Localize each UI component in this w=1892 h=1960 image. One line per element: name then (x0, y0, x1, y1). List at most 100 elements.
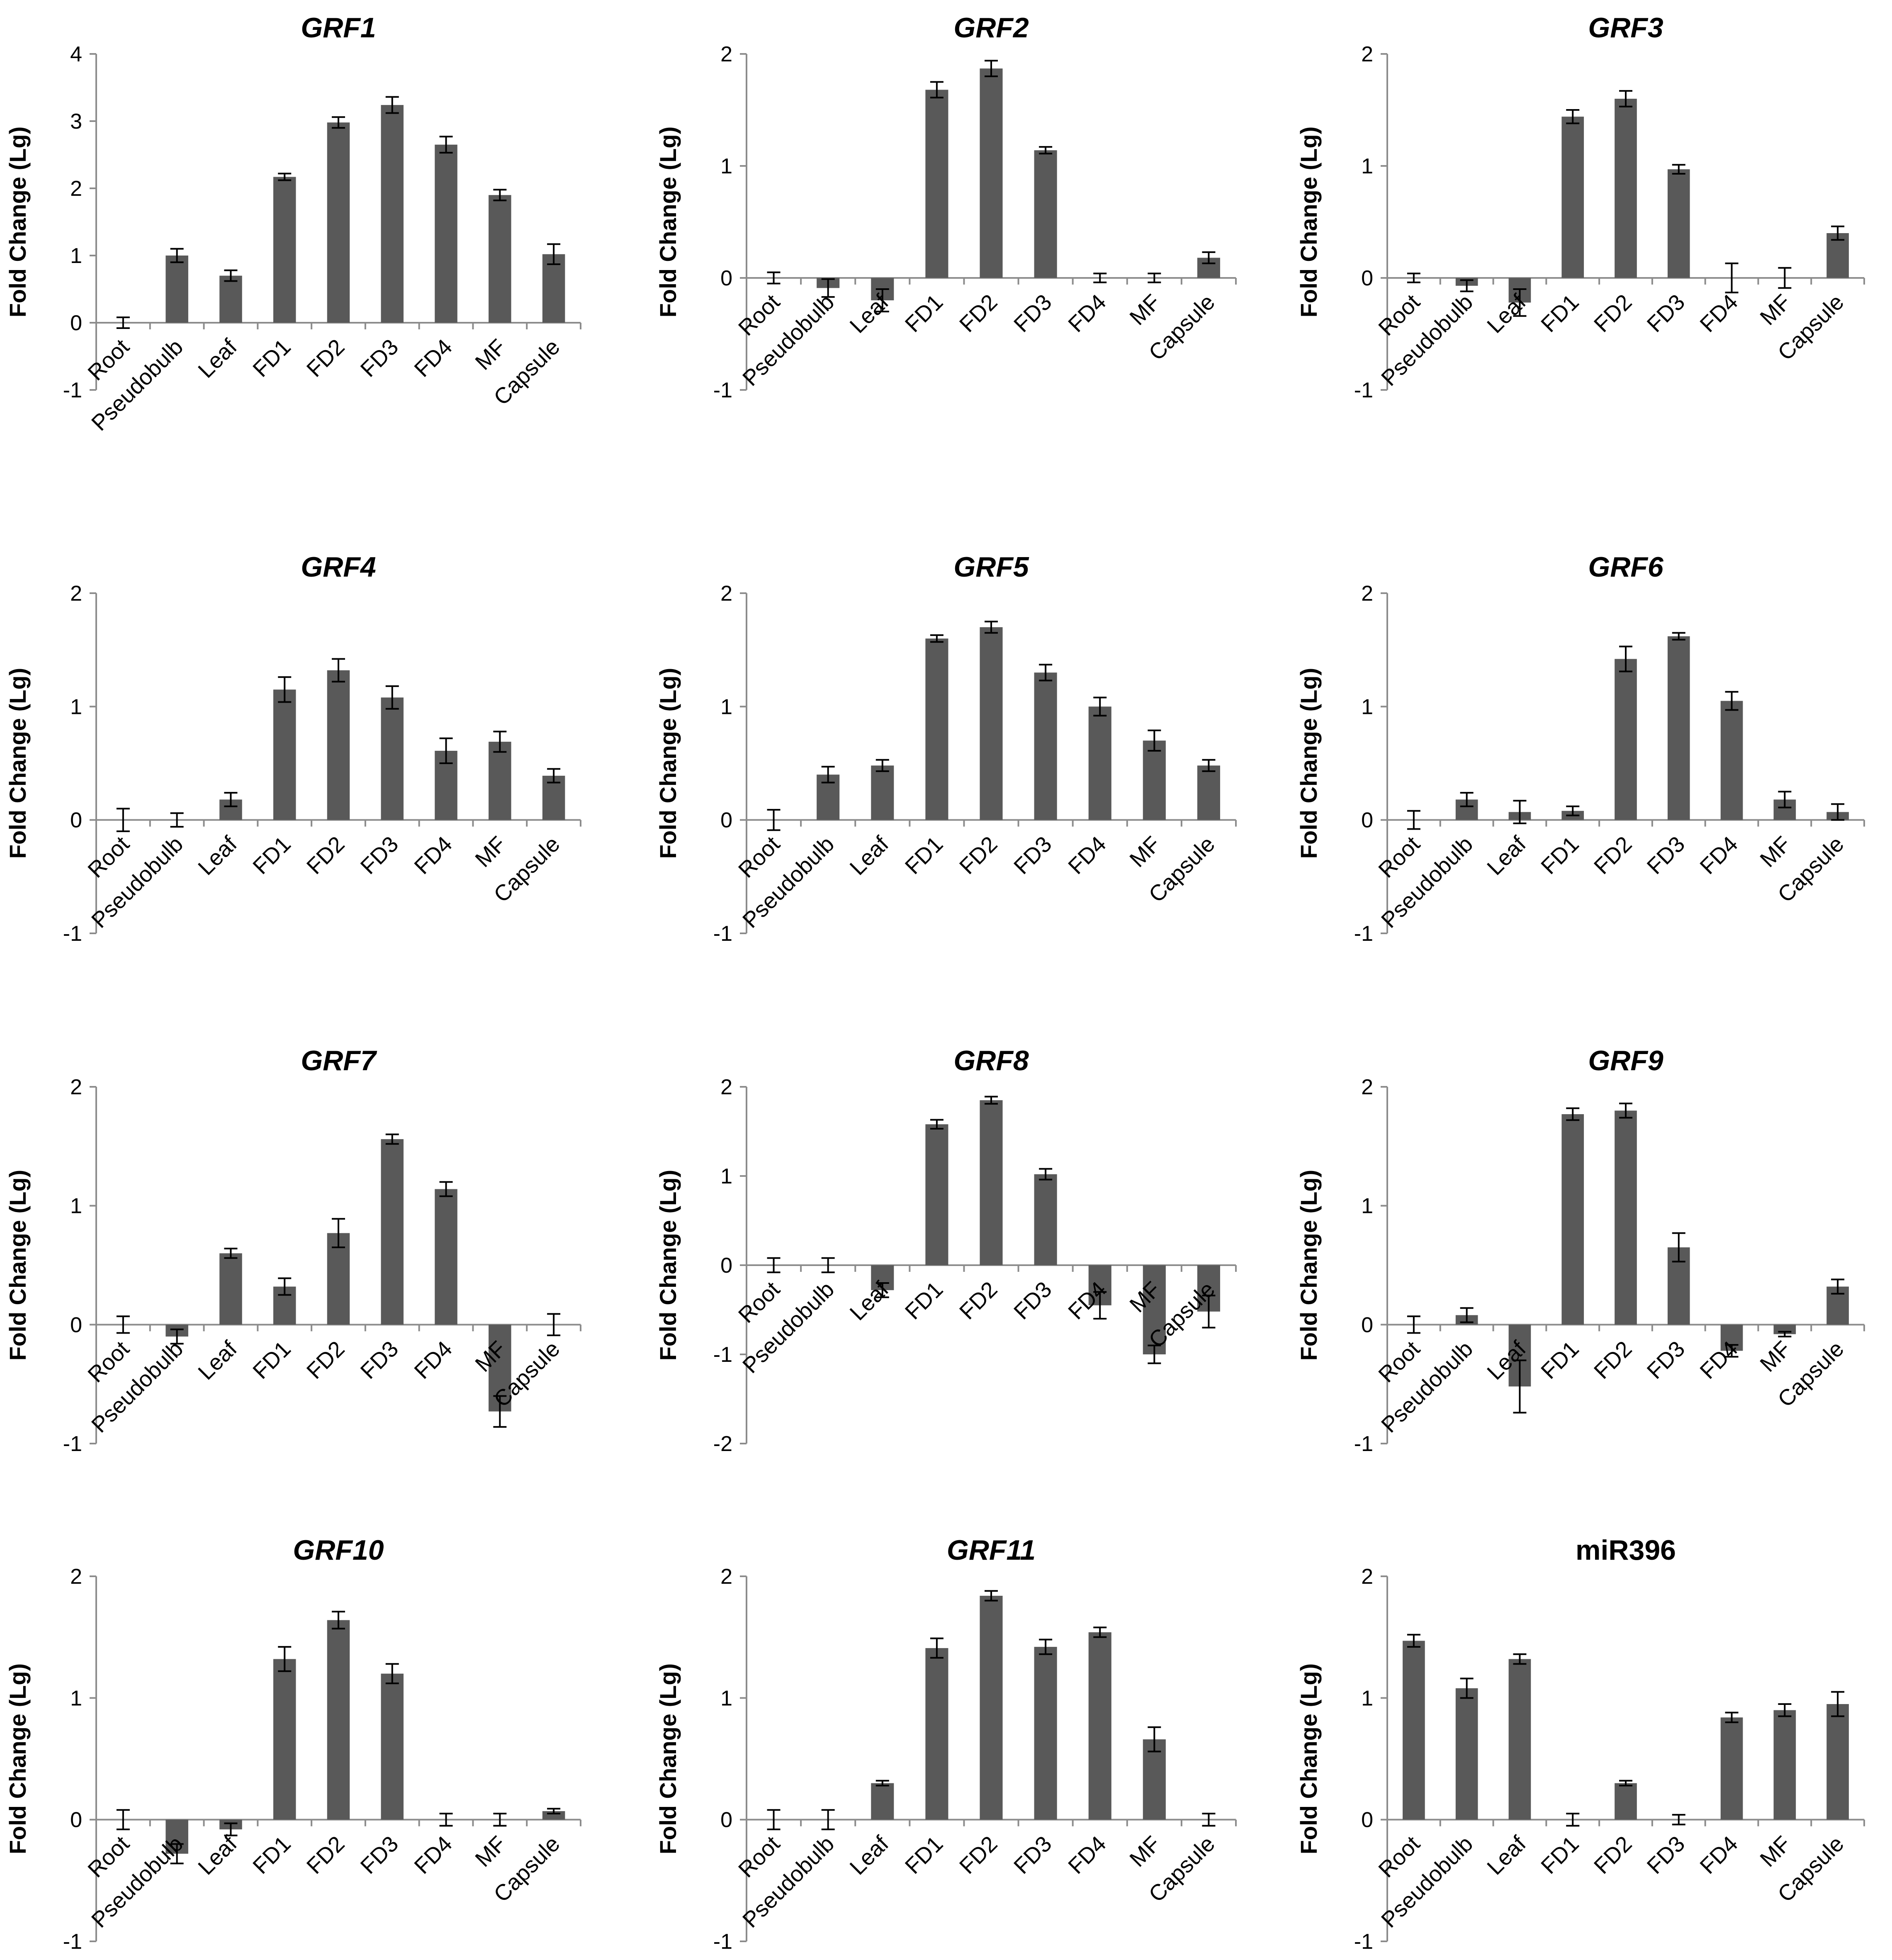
y-tick-label: 2 (70, 1075, 82, 1099)
bar-fd1 (1561, 117, 1584, 278)
x-tick-label: FD2 (1589, 1831, 1637, 1879)
x-tick-label: Root (734, 1277, 785, 1328)
y-axis-label: Fold Change (Lg) (655, 127, 681, 317)
bar-fd1 (1561, 1114, 1584, 1325)
chart-title: miR396 (1576, 1534, 1676, 1566)
chart-title: GRF2 (953, 12, 1029, 44)
chart-title: GRF8 (953, 1045, 1029, 1076)
y-axis-label: Fold Change (Lg) (1296, 1170, 1322, 1361)
y-tick-label: 2 (70, 1565, 82, 1589)
y-tick-label: -1 (63, 922, 82, 946)
y-tick-label: 1 (70, 695, 82, 719)
bar-fd2 (980, 627, 1003, 820)
x-tick-label: FD3 (1009, 290, 1057, 337)
x-tick-label: FD3 (1642, 290, 1690, 337)
x-tick-label: FD1 (900, 1277, 948, 1325)
y-tick-label: -1 (713, 378, 732, 402)
x-tick-label: FD3 (1642, 1831, 1690, 1879)
x-tick-label: FD1 (248, 832, 296, 879)
bar-fd3 (381, 697, 404, 820)
y-tick-label: 2 (720, 582, 732, 606)
chart-title: GRF5 (953, 551, 1029, 583)
y-tick-label: 0 (1361, 1808, 1373, 1832)
y-tick-label: 1 (70, 244, 82, 268)
x-tick-label: FD1 (900, 290, 948, 337)
x-tick-label: MF (470, 1831, 511, 1872)
bar-fd1 (925, 638, 948, 820)
x-tick-label: FD4 (409, 334, 457, 382)
bar-fd2 (327, 122, 350, 323)
y-tick-label: 1 (720, 1686, 732, 1710)
y-axis-label: Fold Change (Lg) (5, 1663, 31, 1854)
bar-fd2 (980, 68, 1003, 278)
y-tick-label: 4 (70, 42, 82, 66)
bar-fd3 (381, 105, 404, 323)
y-tick-label: 0 (70, 311, 82, 335)
bar-capsule (542, 254, 565, 323)
bar-fd1 (925, 1648, 948, 1820)
chart-title: GRF1 (301, 12, 376, 44)
x-tick-label: Leaf (845, 1831, 894, 1880)
y-tick-label: -2 (713, 1432, 732, 1456)
bar-fd1 (925, 1124, 948, 1265)
bar-fd2 (327, 1233, 350, 1325)
x-tick-label: Leaf (845, 831, 894, 880)
bar-fd2 (1615, 659, 1637, 820)
bar-fd2 (1615, 1110, 1637, 1325)
chart-title: GRF10 (293, 1534, 384, 1566)
chart-title: GRF7 (301, 1045, 377, 1076)
y-tick-label: 1 (70, 1686, 82, 1710)
bar-fd2 (980, 1100, 1003, 1265)
x-tick-label: Leaf (1482, 1831, 1531, 1880)
y-tick-label: 1 (1361, 1194, 1373, 1218)
x-tick-label: MF (1125, 1831, 1165, 1872)
x-tick-label: FD3 (356, 832, 404, 879)
x-tick-label: Leaf (193, 831, 242, 880)
bar-leaf (219, 1253, 242, 1325)
y-tick-label: 2 (720, 1565, 732, 1589)
x-tick-label: FD2 (302, 334, 350, 382)
bar-capsule (1826, 1704, 1849, 1820)
x-tick-label: FD4 (1063, 1831, 1111, 1879)
bar-leaf (871, 765, 894, 820)
bar-mf (489, 742, 511, 820)
x-tick-label: FD2 (1589, 1336, 1637, 1384)
y-tick-label: 1 (720, 154, 732, 178)
bar-fd3 (1034, 1647, 1057, 1820)
y-tick-label: -1 (1354, 1432, 1373, 1456)
x-tick-label: FD3 (356, 1336, 404, 1384)
y-tick-label: 2 (720, 42, 732, 66)
bar-fd4 (1088, 706, 1111, 820)
y-tick-label: 1 (720, 695, 732, 719)
x-tick-label: Root (734, 1831, 785, 1882)
x-tick-label: FD1 (248, 1336, 296, 1384)
chart-title: GRF11 (947, 1534, 1036, 1566)
x-tick-label: MF (1125, 832, 1165, 872)
chart-title: GRF9 (1588, 1045, 1663, 1076)
x-tick-label: FD2 (955, 1831, 1002, 1879)
y-tick-label: 1 (720, 1164, 732, 1188)
x-tick-label: MF (1755, 290, 1796, 330)
bar-mf (489, 195, 511, 323)
bar-mf (1143, 740, 1166, 820)
bar-fd2 (1615, 1783, 1637, 1820)
x-tick-label: Leaf (193, 334, 242, 382)
bar-fd4 (1088, 1632, 1111, 1820)
x-tick-label: FD4 (1063, 832, 1111, 879)
x-tick-label: FD2 (955, 832, 1002, 879)
y-axis-label: Fold Change (Lg) (5, 1170, 31, 1361)
y-axis-label: Fold Change (Lg) (5, 668, 31, 859)
x-tick-label: FD1 (1536, 1336, 1584, 1384)
y-axis-label: Fold Change (Lg) (655, 1170, 681, 1361)
y-tick-label: 0 (70, 808, 82, 833)
x-tick-label: FD3 (356, 1831, 404, 1879)
y-tick-label: 3 (70, 110, 82, 134)
x-tick-label: FD1 (900, 832, 948, 879)
y-tick-label: 1 (1361, 1686, 1373, 1710)
bar-fd3 (1034, 672, 1057, 820)
x-tick-label: FD2 (302, 1831, 350, 1879)
y-tick-label: 1 (70, 1194, 82, 1218)
x-tick-label: FD4 (409, 832, 457, 879)
